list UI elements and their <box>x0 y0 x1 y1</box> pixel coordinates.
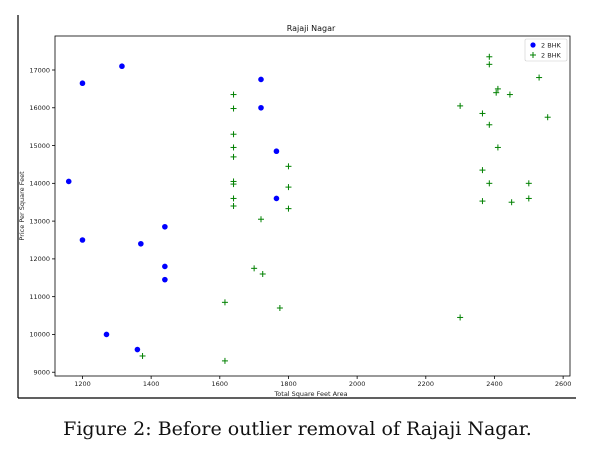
point-circle-s0 <box>65 178 72 185</box>
x-axis: 1200 1400 1600 1800 2000 2200 2400 2600 <box>74 376 571 388</box>
point-plus-s1 <box>457 314 464 321</box>
point-plus-s1 <box>486 180 493 187</box>
point-plus-s1 <box>285 205 292 212</box>
x-tick-label: 1800 <box>280 380 297 388</box>
point-plus-s1 <box>494 144 501 151</box>
point-plus-s1 <box>251 265 258 272</box>
legend-marker-plus <box>530 52 536 58</box>
point-plus-s1 <box>230 203 237 209</box>
point-plus-s1 <box>221 357 228 364</box>
x-tick-label: 1600 <box>212 380 229 388</box>
point-plus-s1 <box>457 102 464 109</box>
point-plus-s1 <box>230 105 237 112</box>
point-circle-s0 <box>273 148 280 155</box>
point-plus-s1 <box>230 153 237 160</box>
point-plus-s1 <box>139 352 146 359</box>
legend-label-2: 2 BHK <box>541 52 562 60</box>
point-plus-s1 <box>276 305 283 311</box>
data-points <box>65 53 551 364</box>
point-plus-s1 <box>536 74 543 81</box>
point-plus-s1 <box>258 216 264 223</box>
point-plus-s1 <box>479 167 486 174</box>
point-circle-s0 <box>79 237 86 243</box>
x-tick-label: 2200 <box>418 380 435 388</box>
y-tick-label: 14000 <box>29 180 50 188</box>
plot-frame <box>54 35 571 377</box>
point-plus-s1 <box>506 91 513 98</box>
point-circle-s0 <box>103 331 110 338</box>
figure-caption: Figure 2: Before outlier removal of Raja… <box>63 418 532 440</box>
x-tick-label: 1200 <box>74 380 91 388</box>
y-axis-title: Price Per Square Feet <box>18 171 26 241</box>
x-tick-label: 2000 <box>349 380 366 388</box>
point-plus-s1 <box>285 184 292 191</box>
point-plus-s1 <box>221 299 228 306</box>
y-tick-label: 13000 <box>29 217 50 225</box>
point-plus-s1 <box>493 89 500 96</box>
point-plus-s1 <box>508 199 515 206</box>
point-plus-s1 <box>230 144 237 151</box>
point-plus-s1 <box>479 110 486 117</box>
legend-marker-circle <box>530 42 536 48</box>
point-circle-s0 <box>162 223 168 230</box>
point-circle-s0 <box>162 276 168 283</box>
point-plus-s1 <box>486 53 493 60</box>
point-plus-s1 <box>230 195 237 202</box>
point-plus-s1 <box>486 121 493 128</box>
point-plus-s1 <box>525 195 532 202</box>
y-tick-label: 16000 <box>29 104 50 112</box>
point-plus-s1 <box>494 85 501 92</box>
point-circle-s0 <box>258 104 264 111</box>
y-tick-label: 10000 <box>29 331 50 339</box>
scatter-figure: Rajaji Nagar 9000 10000 11000 12000 13000 140… <box>0 0 595 410</box>
point-plus-s1 <box>230 131 237 138</box>
y-tick-label: 12000 <box>29 255 50 263</box>
point-plus-s1 <box>230 91 237 98</box>
y-tick-label: 15000 <box>29 142 50 150</box>
point-circle-s0 <box>119 63 125 70</box>
point-plus-s1 <box>259 271 266 277</box>
x-tick-label: 2400 <box>486 380 503 388</box>
point-circle-s0 <box>134 346 141 353</box>
point-plus-s1 <box>230 181 237 188</box>
y-tick-label: 9000 <box>33 369 50 377</box>
y-axis: 9000 10000 11000 12000 13000 14000 15000 16000 1… <box>29 66 55 377</box>
x-tick-label: 2600 <box>555 380 572 388</box>
chart-title: Rajaji Nagar <box>287 24 336 33</box>
point-plus-s1 <box>544 114 551 121</box>
y-tick-label: 17000 <box>29 66 50 74</box>
point-circle-s0 <box>273 195 280 202</box>
legend-label-1: 2 BHK <box>541 42 562 50</box>
point-circle-s0 <box>162 263 168 270</box>
point-circle-s0 <box>138 240 144 247</box>
legend: 2 BHK 2 BHK <box>524 38 568 62</box>
point-plus-s1 <box>486 61 493 68</box>
point-circle-s0 <box>258 76 264 83</box>
point-plus-s1 <box>525 180 532 187</box>
x-axis-title: Total Square Feet Area <box>273 390 347 398</box>
figure-background <box>0 0 595 410</box>
point-circle-s0 <box>79 80 86 87</box>
y-tick-label: 11000 <box>29 293 50 301</box>
point-plus-s1 <box>479 198 486 205</box>
x-tick-label: 1400 <box>143 380 160 388</box>
point-plus-s1 <box>285 163 292 170</box>
